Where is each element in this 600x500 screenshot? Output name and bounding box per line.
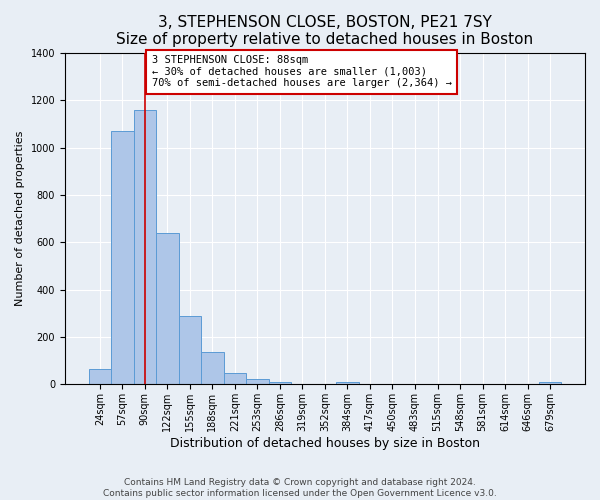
Bar	[201, 352, 224, 384]
Y-axis label: Number of detached properties: Number of detached properties	[15, 131, 25, 306]
Bar	[269, 382, 291, 384]
X-axis label: Distribution of detached houses by size in Boston: Distribution of detached houses by size …	[170, 437, 480, 450]
Text: Contains HM Land Registry data © Crown copyright and database right 2024.
Contai: Contains HM Land Registry data © Crown c…	[103, 478, 497, 498]
Bar	[224, 372, 246, 384]
Title: 3, STEPHENSON CLOSE, BOSTON, PE21 7SY
Size of property relative to detached hous: 3, STEPHENSON CLOSE, BOSTON, PE21 7SY Si…	[116, 15, 533, 48]
Bar	[89, 369, 111, 384]
Bar	[111, 131, 134, 384]
Bar	[336, 382, 359, 384]
Bar	[156, 233, 179, 384]
Bar	[539, 382, 562, 384]
Text: 3 STEPHENSON CLOSE: 88sqm
← 30% of detached houses are smaller (1,003)
70% of se: 3 STEPHENSON CLOSE: 88sqm ← 30% of detac…	[152, 55, 452, 88]
Bar	[134, 110, 156, 384]
Bar	[179, 316, 201, 384]
Bar	[246, 378, 269, 384]
